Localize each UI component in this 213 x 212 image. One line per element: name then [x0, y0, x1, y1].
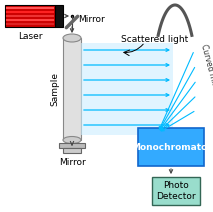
Bar	[5, 5, 55, 27]
Ellipse shape	[63, 34, 81, 42]
Text: Monochromator: Monochromator	[131, 142, 211, 152]
Bar	[81, 43, 173, 135]
Text: Curved mirror: Curved mirror	[199, 43, 213, 97]
Bar	[63, 148, 81, 153]
Text: Sample: Sample	[50, 72, 59, 106]
Bar	[152, 177, 200, 205]
Bar	[63, 38, 81, 140]
Text: Photo
Detector: Photo Detector	[156, 181, 196, 201]
Bar	[138, 128, 204, 166]
Text: Laser: Laser	[18, 32, 42, 41]
Text: Mirror: Mirror	[78, 15, 105, 25]
Text: Mirror: Mirror	[59, 158, 85, 167]
Text: Scattered light: Scattered light	[121, 35, 189, 44]
Bar	[59, 143, 85, 148]
Bar	[55, 5, 63, 27]
Ellipse shape	[63, 137, 81, 144]
